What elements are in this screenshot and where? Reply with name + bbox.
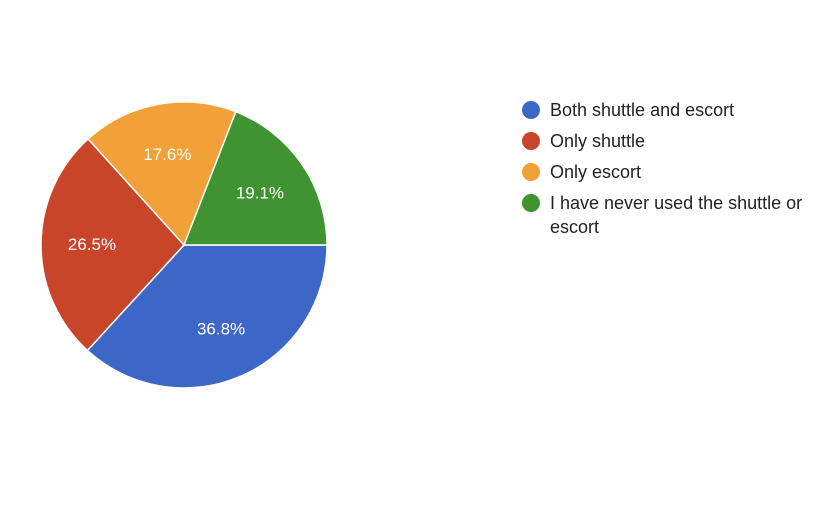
legend-item-0[interactable]: Both shuttle and escort	[522, 98, 832, 122]
slice-data-label-3: 19.1%	[236, 184, 284, 203]
pie-slice-3[interactable]	[182, 110, 328, 246]
legend-label: Only shuttle	[550, 131, 646, 151]
pie-slice-0[interactable]	[86, 244, 328, 389]
legend-item-1[interactable]: Only shuttle	[522, 129, 832, 153]
legend-swatch-icon	[522, 132, 540, 150]
legend-item-3[interactable]: I have never used the shuttle or escort	[522, 191, 832, 239]
slice-data-label-2: 17.6%	[143, 145, 191, 164]
legend-swatch-icon	[522, 163, 540, 181]
legend-item-2[interactable]: Only escort	[522, 160, 832, 184]
legend-swatch-icon	[522, 194, 540, 212]
pie-slice-2[interactable]	[87, 101, 237, 247]
slice-data-label-1: 26.5%	[68, 235, 116, 254]
legend-label: Both shuttle and escort	[550, 100, 735, 120]
chart-legend: Both shuttle and escort Only shuttle Only …	[522, 98, 832, 246]
pie-slice-1[interactable]	[40, 137, 186, 352]
slice-data-label-0: 36.8%	[197, 320, 245, 339]
legend-label: Only escort	[550, 162, 642, 182]
legend-label: I have never used the shuttle or escort	[550, 193, 803, 237]
legend-swatch-icon	[522, 101, 540, 119]
